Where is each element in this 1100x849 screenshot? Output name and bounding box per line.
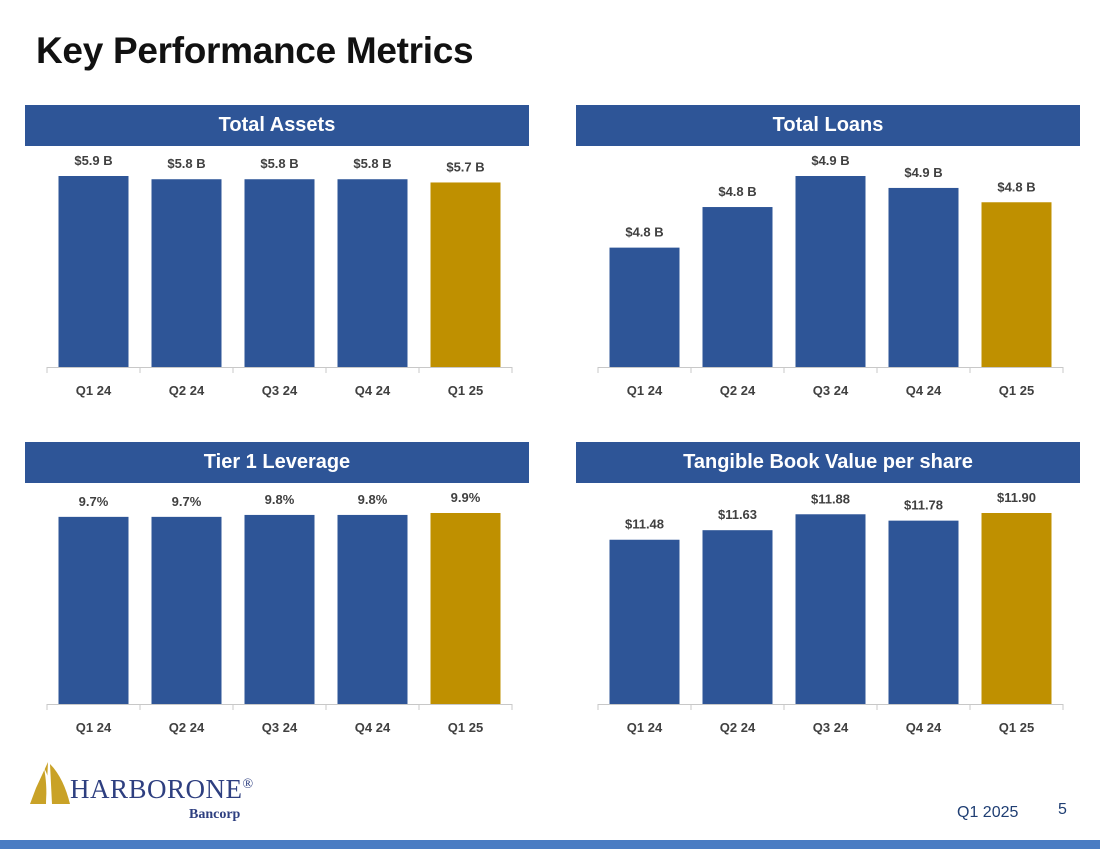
bar bbox=[795, 176, 866, 367]
x-tick-label: Q4 24 bbox=[355, 720, 391, 735]
total-loans-chart: $4.8 B Q1 24 $4.8 B Q2 24 $4.9 B Q3 24 $4.9 B Q… bbox=[597, 153, 1064, 398]
x-tick-label: Q1 25 bbox=[448, 383, 483, 398]
tangible-book-value-chart: $11.48 Q1 24 $11.63 Q2 24 $11.88 Q3 24 $11.78 Q… bbox=[597, 490, 1064, 735]
footer-date: Q1 2025 bbox=[957, 804, 1019, 821]
chart-panel-tier1-leverage: Tier 1 Leverage 9.7% Q1 24 9.7% Q2 24 9.8% Q3… bbox=[25, 442, 529, 748]
bar bbox=[244, 514, 315, 704]
x-tick-label: Q3 24 bbox=[262, 720, 298, 735]
data-label: $5.7 B bbox=[446, 159, 484, 174]
x-tick-label: Q1 25 bbox=[448, 720, 483, 735]
bar bbox=[702, 207, 773, 367]
bar bbox=[58, 516, 129, 704]
x-tick-label: Q3 24 bbox=[262, 383, 298, 398]
logo-registered-mark: ® bbox=[242, 777, 254, 792]
x-tick-label: Q4 24 bbox=[355, 383, 391, 398]
bar bbox=[981, 513, 1052, 704]
x-tick-label: Q4 24 bbox=[906, 720, 942, 735]
x-tick-label: Q1 25 bbox=[999, 720, 1034, 735]
x-tick-label: Q3 24 bbox=[813, 383, 849, 398]
x-tick-label: Q4 24 bbox=[906, 383, 942, 398]
data-label: $4.9 B bbox=[904, 165, 942, 180]
chart-panel-total-loans: Total Loans $4.8 B Q1 24 $4.8 B Q2 24 $4.9 B… bbox=[576, 105, 1080, 411]
bar bbox=[609, 539, 680, 704]
data-label: $5.8 B bbox=[167, 156, 205, 171]
bar bbox=[151, 516, 222, 704]
x-tick-label: Q2 24 bbox=[720, 720, 756, 735]
harborone-logo: HARBORONE® Bancorp bbox=[24, 760, 294, 830]
chart-title: Tangible Book Value per share bbox=[576, 442, 1080, 483]
bar bbox=[337, 179, 408, 367]
x-tick-label: Q2 24 bbox=[169, 720, 205, 735]
x-tick-label: Q1 24 bbox=[76, 383, 112, 398]
bar bbox=[888, 520, 959, 704]
sail-icon bbox=[30, 762, 70, 804]
bar bbox=[58, 176, 129, 367]
data-label: $4.8 B bbox=[997, 179, 1035, 194]
data-label: $11.88 bbox=[811, 491, 850, 506]
logo-name-part1: HARBOR bbox=[70, 774, 186, 804]
chart-panel-tangible-book-value: Tangible Book Value per share $11.48 Q1 2… bbox=[576, 442, 1080, 748]
x-tick-label: Q3 24 bbox=[813, 720, 849, 735]
chart-title: Total Loans bbox=[576, 105, 1080, 146]
data-label: $11.78 bbox=[904, 498, 943, 513]
x-tick-label: Q1 25 bbox=[999, 383, 1034, 398]
logo-name-part2: ONE bbox=[185, 774, 243, 804]
data-label: 9.8% bbox=[358, 492, 388, 507]
data-label: 9.7% bbox=[79, 494, 109, 509]
bar bbox=[609, 247, 680, 367]
chart-panel-total-assets: Total Assets $5.9 B Q1 24 $5.8 B Q2 24 $5.8 … bbox=[25, 105, 529, 411]
bar bbox=[430, 513, 501, 704]
bar bbox=[244, 179, 315, 367]
data-label: $4.9 B bbox=[811, 153, 849, 168]
bar bbox=[888, 187, 959, 367]
x-tick-label: Q1 24 bbox=[76, 720, 112, 735]
data-label: $11.63 bbox=[718, 507, 757, 522]
bar bbox=[430, 182, 501, 367]
data-label: $5.8 B bbox=[260, 156, 298, 171]
data-label: $5.8 B bbox=[353, 156, 391, 171]
chart-title: Tier 1 Leverage bbox=[25, 442, 529, 483]
x-tick-label: Q2 24 bbox=[720, 383, 756, 398]
bar bbox=[795, 514, 866, 704]
data-label: $5.9 B bbox=[74, 153, 112, 168]
bar bbox=[337, 514, 408, 704]
data-label: 9.7% bbox=[172, 494, 202, 509]
data-label: 9.9% bbox=[451, 490, 481, 505]
total-assets-chart: $5.9 B Q1 24 $5.8 B Q2 24 $5.8 B Q3 24 $5.8 B Q… bbox=[46, 153, 513, 398]
x-tick-label: Q2 24 bbox=[169, 383, 205, 398]
data-label: $4.8 B bbox=[625, 225, 663, 240]
bar bbox=[981, 202, 1052, 367]
data-label: $11.90 bbox=[997, 490, 1036, 505]
logo-subtitle: Bancorp bbox=[189, 807, 241, 822]
bar bbox=[702, 530, 773, 704]
page-title: Key Performance Metrics bbox=[36, 30, 474, 71]
data-label: $4.8 B bbox=[718, 184, 756, 199]
x-tick-label: Q1 24 bbox=[627, 383, 663, 398]
bottom-bar bbox=[0, 840, 1100, 849]
logo-wordmark: HARBORONE® bbox=[70, 774, 254, 805]
tier1-leverage-chart: 9.7% Q1 24 9.7% Q2 24 9.8% Q3 24 9.8% Q4 24 9.9%… bbox=[46, 490, 513, 735]
x-tick-label: Q1 24 bbox=[627, 720, 663, 735]
data-label: $11.48 bbox=[625, 517, 664, 532]
page-number: 5 bbox=[1058, 801, 1067, 818]
data-label: 9.8% bbox=[265, 492, 295, 507]
bar bbox=[151, 179, 222, 367]
chart-title: Total Assets bbox=[25, 105, 529, 146]
